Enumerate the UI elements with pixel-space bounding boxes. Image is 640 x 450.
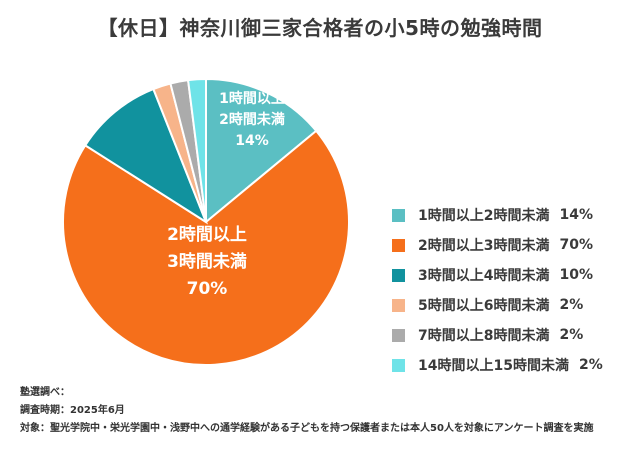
legend-swatch [392, 208, 405, 222]
legend-item-1: 1時間以上2時間未満 14% [392, 200, 603, 230]
footnote-source: 塾選調べ： [20, 387, 70, 398]
legend: 1時間以上2時間未満 14% 2時間以上3時間未満 70% 3時間以上4時間未満 10% 5… [392, 200, 603, 380]
pie-slice-2 [62, 129, 350, 366]
legend-value: 2% [559, 327, 584, 343]
footnote: 塾選調べ： 調査時期：2025年6月 対象：聖光学院中・栄光学園中・浅野中への通… [20, 384, 594, 438]
pie-slice-3 [83, 87, 209, 225]
legend-label: 5時間以上6時間未満 [418, 298, 550, 314]
legend-item-3: 3時間以上4時間未満 10% [392, 260, 603, 290]
legend-value: 2% [578, 357, 603, 373]
legend-swatch [392, 328, 405, 342]
legend-label: 14時間以上15時間未満 [418, 358, 569, 374]
pie-slice-6 [186, 77, 207, 223]
footnote-target: 対象：聖光学院中・栄光学園中・浅野中への通学経験がある子どもを持つ保護者または本… [20, 423, 594, 434]
chart-title: 【休日】神奈川御三家合格者の小5時の勉強時間 [97, 16, 543, 40]
legend-item-6: 14時間以上15時間未満 2% [392, 350, 603, 380]
legend-label: 7時間以上8時間未満 [418, 328, 550, 344]
slice-2-label-line-1: 2時間以上 [167, 224, 247, 245]
legend-item-5: 7時間以上8時間未満 2% [392, 320, 603, 350]
legend-swatch [392, 238, 405, 252]
pie-slices [62, 77, 350, 366]
slice-1-label-line-2: 2時間未満 [219, 111, 285, 128]
pie-slice-1 [205, 77, 318, 225]
legend-value: 10% [559, 267, 593, 283]
legend-value: 70% [559, 237, 593, 253]
legend-label: 1時間以上2時間未満 [418, 208, 550, 224]
slice-1-label-line-1: 1時間以上 [219, 90, 285, 107]
legend-swatch [392, 268, 405, 282]
legend-label: 3時間以上4時間未満 [418, 268, 550, 284]
footnote-period: 調査時期：2025年6月 [20, 405, 125, 416]
pie-slice-labels: 1時間以上 2時間未満 14% 2時間以上 3時間未満 70% [167, 90, 285, 299]
legend-swatch [392, 358, 405, 372]
slice-2-label-line-2: 3時間未満 [167, 251, 247, 272]
legend-value: 2% [559, 297, 584, 313]
slice-1-label-line-3: 14% [235, 133, 269, 149]
legend-label: 2時間以上3時間未満 [418, 238, 550, 254]
legend-item-4: 5時間以上6時間未満 2% [392, 290, 603, 320]
legend-value: 14% [559, 207, 593, 223]
slice-2-label-line-3: 70% [187, 279, 228, 299]
legend-item-2: 2時間以上3時間未満 70% [392, 230, 603, 260]
legend-swatch [392, 298, 405, 312]
